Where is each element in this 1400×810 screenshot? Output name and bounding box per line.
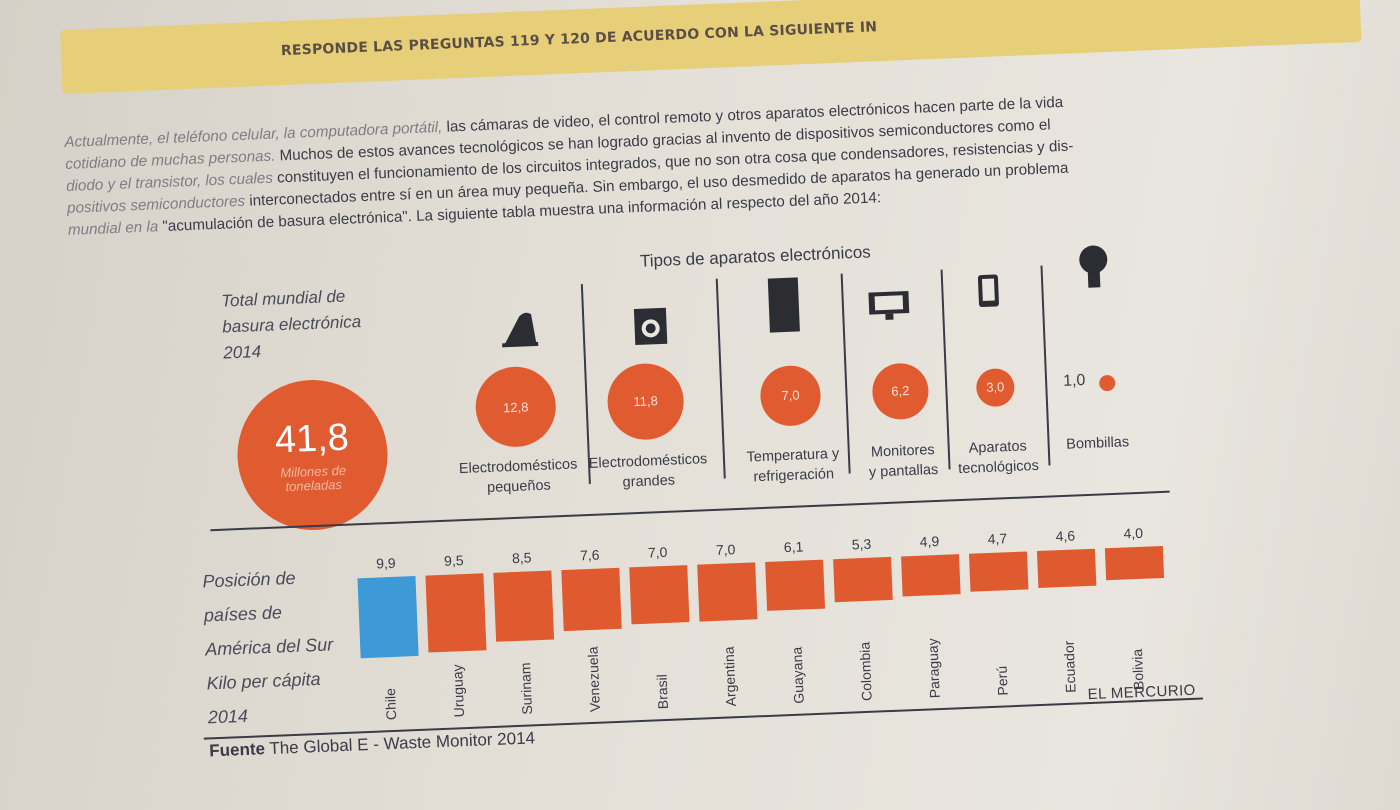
bar-value-label: 4,7 (987, 530, 1008, 547)
type-bubble-value: 11,8 (633, 393, 659, 410)
bar-layer: 9,9 Chile 9,5 Uruguay 8,5 Surinam 7,6 Venezuela… (0, 0, 1378, 720)
country-label: Uruguay (449, 664, 468, 718)
type-bubble-value: 3,0 (985, 379, 1005, 396)
country-label: Chile (381, 687, 400, 721)
bar-venezuela (561, 567, 622, 632)
type-bubble-value: 7,0 (781, 387, 800, 404)
country-label: Ecuador (1060, 640, 1079, 694)
bar-value-label: 4,0 (1123, 524, 1144, 542)
country-label: Paraguay (924, 638, 943, 699)
type-bubble-value: 12,8 (502, 398, 529, 415)
country-label: Colombia (856, 641, 875, 702)
type-bubble: 12,8 (474, 365, 558, 449)
iron-icon (502, 312, 539, 348)
tablet-icon (977, 274, 999, 308)
type-bubble (1098, 374, 1116, 392)
bar-uruguay (425, 573, 487, 653)
country-label: Guayana (788, 646, 807, 705)
bar-perú (968, 551, 1029, 592)
country-label: Argentina (720, 646, 739, 707)
total-unit: Millones de toneladas (279, 462, 347, 494)
bar-colombia (833, 556, 893, 603)
fridge-icon (767, 277, 800, 333)
total-label: Total mundial de basura electrónica 2014 (220, 286, 362, 363)
country-label: Venezuela (584, 646, 604, 713)
bar-argentina (697, 562, 758, 622)
bar-value-label: 5,3 (851, 535, 872, 553)
bar-value-label: 8,5 (511, 549, 532, 567)
total-value: 41,8 (274, 416, 350, 462)
country-label: Surinam (516, 662, 536, 715)
type-bubble-value: 6,2 (891, 383, 910, 400)
type-bubble-value: 1,0 (1062, 371, 1086, 390)
footer-rule (203, 697, 1204, 740)
bar-value-label: 6,1 (783, 538, 804, 556)
bar-value-label: 7,0 (715, 541, 736, 558)
total-circle: 41,8 Millones de toneladas (234, 377, 391, 533)
bar-surinam (493, 570, 555, 642)
type-label-line: Bombillas (1065, 434, 1130, 453)
type-bubble: 7,0 (759, 365, 822, 427)
bar-ecuador (1036, 548, 1097, 589)
bar-value-label: 7,0 (647, 543, 668, 561)
lightbulb-icon (1079, 245, 1108, 288)
type-label: Electrodomésticos pequeños (448, 454, 589, 500)
type-label-line: tecnológicos (957, 457, 1040, 478)
type-bubble: 6,2 (871, 362, 930, 421)
bar-value-label: 9,5 (443, 552, 464, 569)
bar-value-label: 4,6 (1055, 527, 1076, 545)
bar-value-label: 7,6 (579, 546, 600, 564)
type-bubble: 11,8 (605, 361, 686, 442)
type-label: Bombillas (1027, 431, 1168, 457)
country-label: Brasil (653, 673, 671, 710)
position-label: Posición de países de América del Sur Ki… (202, 567, 334, 728)
bar-bolivia (1104, 545, 1165, 581)
country-label: Perú (993, 665, 1011, 696)
washer-icon (633, 307, 668, 345)
bar-guayana (765, 559, 826, 612)
type-layer: 12,8 Electrodomésticos pequeños 11,8 Electro… (0, 0, 1378, 496)
type-bubble: 3,0 (975, 367, 1016, 408)
bar-value-label: 9,9 (375, 554, 396, 572)
type-label: Electrodomésticos grandes (578, 449, 719, 495)
types-title: Tipos de aparatos electrónicos (639, 242, 872, 271)
bar-brasil (629, 565, 690, 624)
monitor-icon (868, 290, 910, 320)
bar-value-label: 4,9 (919, 532, 940, 550)
bar-chile (357, 575, 419, 659)
bar-paraguay (901, 554, 961, 597)
source-line: Fuente The Global E - Waste Monitor 2014 (208, 728, 536, 761)
